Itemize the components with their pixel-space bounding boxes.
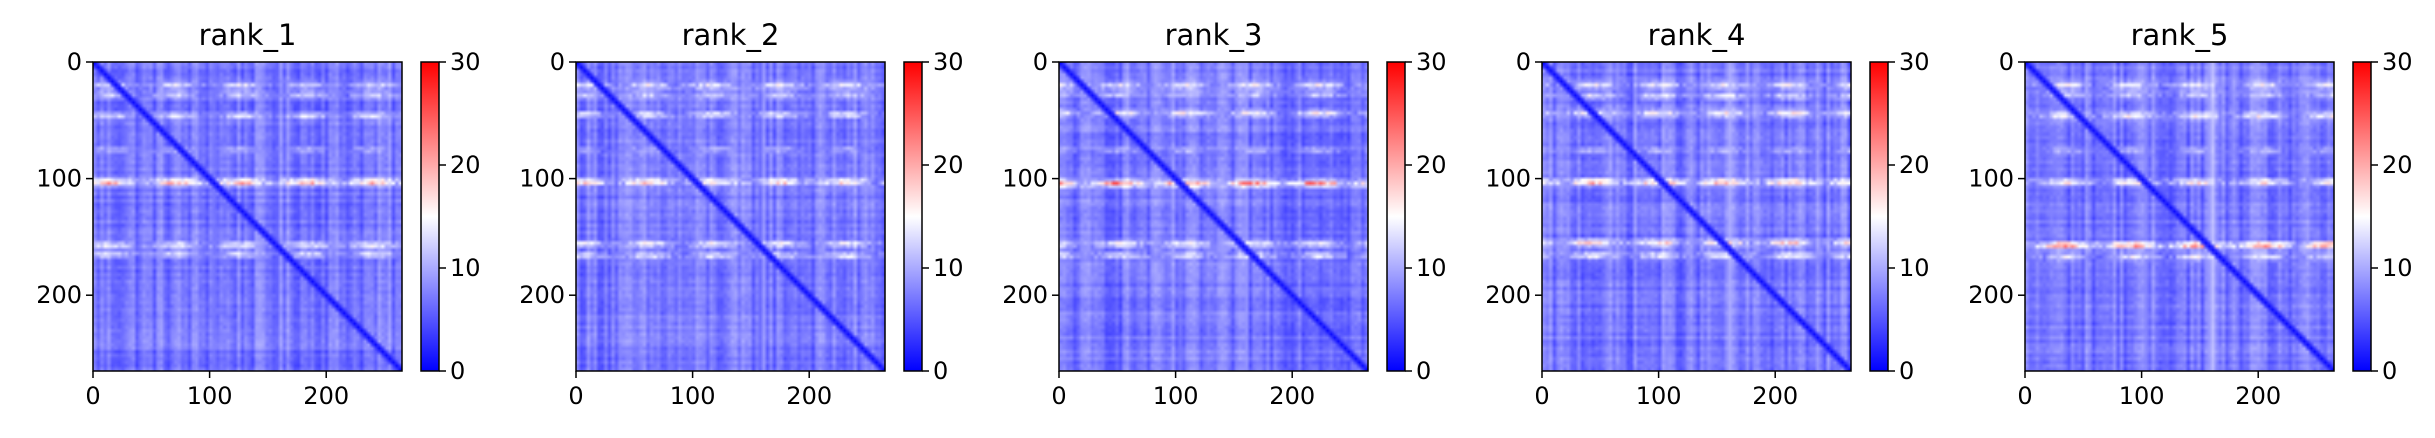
panel-title: rank_5 (2131, 18, 2229, 52)
x-tick-label: 200 (2235, 382, 2281, 410)
x-tick-label: 100 (2119, 382, 2165, 410)
colorbar-tick-label: 10 (450, 254, 481, 282)
heatmap-image (1059, 62, 1368, 371)
y-tick-label: 200 (519, 281, 565, 309)
colorbar-tick-label: 0 (2382, 357, 2397, 385)
x-tick-label: 200 (1752, 382, 1798, 410)
y-tick-label: 200 (36, 281, 82, 309)
y-tick-label: 100 (1485, 165, 1531, 193)
axes-frame (575, 61, 886, 372)
colorbar-tick-label: 0 (450, 357, 465, 385)
colorbar-tick-label: 10 (2382, 254, 2413, 282)
x-tick-label: 0 (1051, 382, 1066, 410)
colorbar-tick-label: 0 (1899, 357, 1914, 385)
panel-title: rank_4 (1648, 18, 1746, 52)
y-tick-label: 100 (36, 165, 82, 193)
y-tick-label: 200 (1968, 281, 2014, 309)
colorbar-tick-label: 20 (2382, 151, 2413, 179)
colorbar-tick-label: 20 (1416, 151, 1447, 179)
axes-frame (1058, 61, 1369, 372)
colorbar-tick-label: 30 (2382, 48, 2413, 76)
x-tick-label: 100 (670, 382, 716, 410)
y-tick-label: 100 (1968, 165, 2014, 193)
y-tick-label: 200 (1485, 281, 1531, 309)
colorbar (904, 62, 922, 371)
colorbar (1387, 62, 1405, 371)
y-tick-label: 100 (519, 165, 565, 193)
x-tick-label: 0 (568, 382, 583, 410)
colorbar-tick-label: 10 (1416, 254, 1447, 282)
y-tick-label: 0 (1516, 48, 1531, 76)
heatmap-panel-3: rank_3 0 100 200 0 100 200 0 10 20 30 (1002, 18, 1446, 410)
colorbar-frame (1386, 61, 1406, 372)
x-tick-label: 100 (187, 382, 233, 410)
colorbar-tick-label: 30 (933, 48, 964, 76)
colorbar (1870, 62, 1888, 371)
colorbar (421, 62, 439, 371)
x-tick-label: 100 (1153, 382, 1199, 410)
heatmap-image (93, 62, 402, 371)
colorbar-frame (903, 61, 923, 372)
colorbar-tick-label: 10 (1899, 254, 1930, 282)
x-tick-label: 0 (1534, 382, 1549, 410)
heatmap-image (2025, 62, 2334, 371)
colorbar-tick-label: 20 (1899, 151, 1930, 179)
y-tick-label: 200 (1002, 281, 1048, 309)
y-tick-label: 0 (550, 48, 565, 76)
panel-title: rank_1 (199, 18, 297, 52)
heatmap-panel-4: rank_4 0 100 200 0 100 200 0 10 20 30 (1485, 18, 1929, 410)
y-tick-label: 0 (67, 48, 82, 76)
x-tick-label: 200 (786, 382, 832, 410)
heatmap-panel-2: rank_2 0 100 200 0 100 200 0 10 20 30 (519, 18, 963, 410)
colorbar (2353, 62, 2371, 371)
x-tick-label: 200 (1269, 382, 1315, 410)
colorbar-tick-label: 0 (933, 357, 948, 385)
y-tick-label: 100 (1002, 165, 1048, 193)
axes-frame (2024, 61, 2335, 372)
colorbar-frame (420, 61, 440, 372)
colorbar-tick-label: 20 (933, 151, 964, 179)
heatmap-image (1542, 62, 1851, 371)
heatmap-panel-5: rank_5 0 100 200 0 100 200 0 10 20 30 (1968, 18, 2412, 410)
colorbar-tick-label: 30 (1899, 48, 1930, 76)
colorbar-tick-label: 20 (450, 151, 481, 179)
colorbar-frame (2352, 61, 2372, 372)
colorbar-frame (1869, 61, 1889, 372)
x-tick-label: 100 (1636, 382, 1682, 410)
heatmap-image (576, 62, 885, 371)
x-tick-label: 0 (85, 382, 100, 410)
x-tick-label: 0 (2017, 382, 2032, 410)
colorbar-tick-label: 30 (450, 48, 481, 76)
x-tick-label: 200 (303, 382, 349, 410)
colorbar-tick-label: 0 (1416, 357, 1431, 385)
axes-frame (1541, 61, 1852, 372)
y-tick-label: 0 (1999, 48, 2014, 76)
axes-frame (92, 61, 403, 372)
panel-title: rank_2 (682, 18, 780, 52)
colorbar-tick-label: 30 (1416, 48, 1447, 76)
heatmap-panel-1: rank_1 0 100 200 0 100 200 0 10 20 30 (36, 18, 480, 410)
y-tick-label: 0 (1033, 48, 1048, 76)
panel-title: rank_3 (1165, 18, 1263, 52)
colorbar-tick-label: 10 (933, 254, 964, 282)
